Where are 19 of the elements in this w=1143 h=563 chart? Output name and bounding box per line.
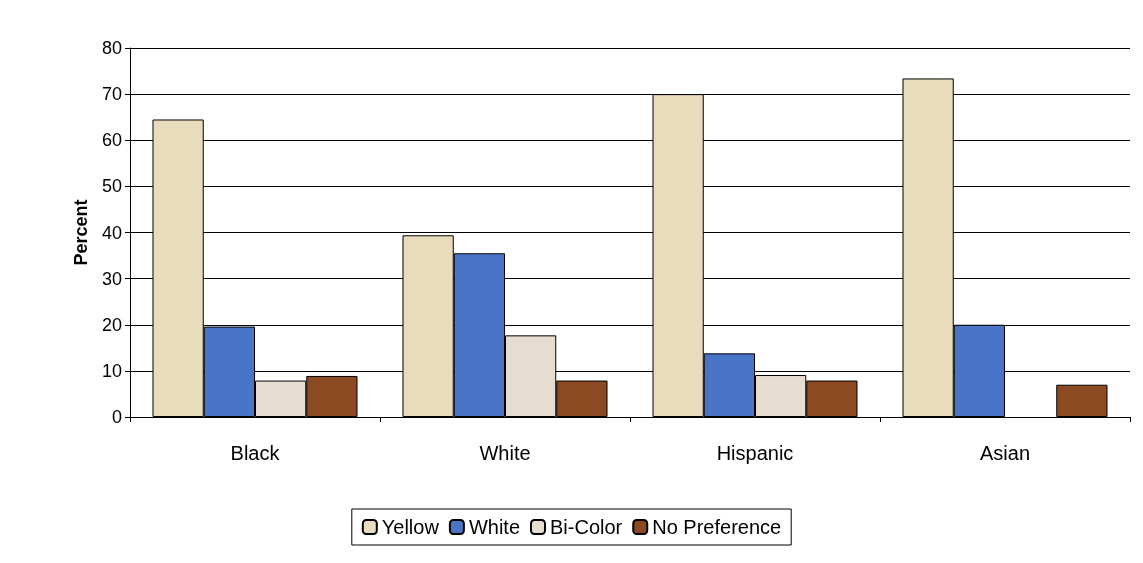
bar (1056, 384, 1108, 417)
y-tick-label: 30 (101, 268, 122, 289)
y-tick-label: 70 (101, 84, 122, 105)
legend-label: Yellow (381, 516, 440, 538)
y-axis-title: Percent (71, 199, 91, 266)
legend-label: Bi-Color (550, 516, 623, 538)
x-tick-label: White (479, 442, 531, 464)
y-tick-label: 50 (101, 176, 122, 197)
legend-label: No Preference (652, 516, 782, 538)
x-tick-label: Hispanic (716, 442, 794, 464)
y-tick-label: 0 (111, 407, 122, 427)
y-tick-label: 40 (101, 222, 122, 243)
y-tick-label: 10 (101, 360, 122, 381)
x-tick-label: Asian (979, 442, 1031, 464)
legend-label: White (468, 516, 521, 538)
x-tick-label: Black (230, 442, 281, 464)
y-tick-label: 80 (101, 38, 122, 58)
y-tick-label: 20 (101, 314, 122, 335)
y-tick-label: 60 (101, 130, 122, 151)
